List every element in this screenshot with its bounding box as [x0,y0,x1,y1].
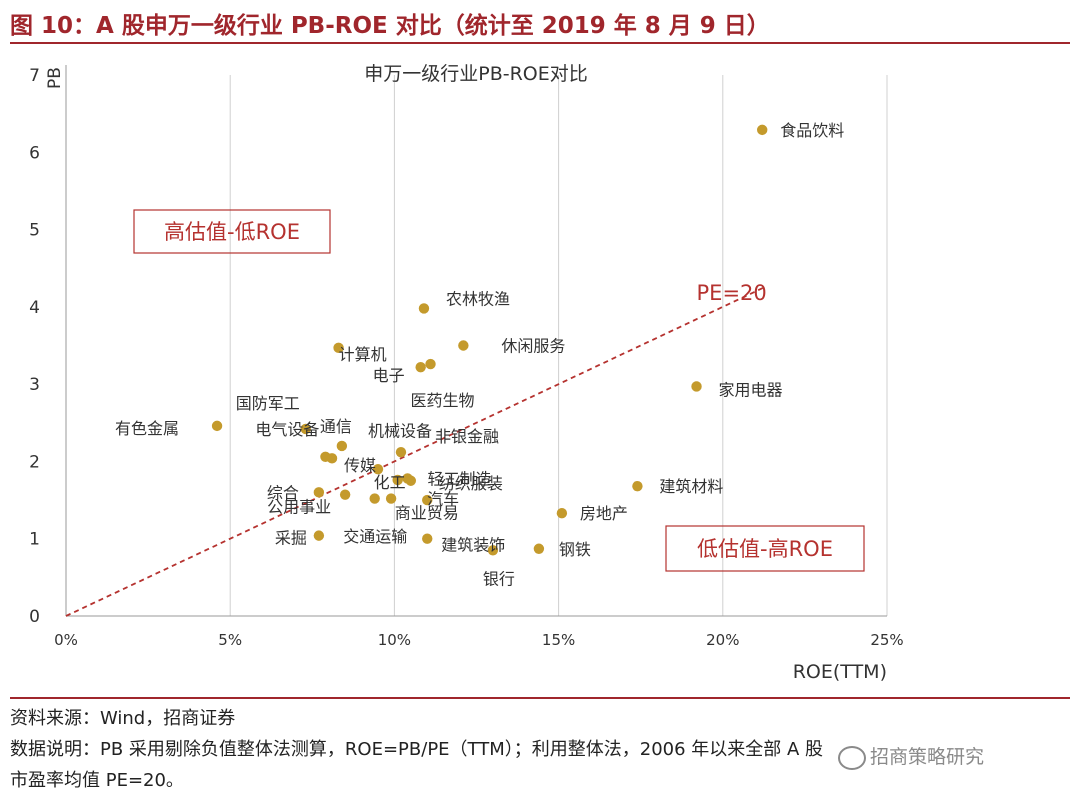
x-axis-title: ROE(TTM) [793,661,887,683]
point-label: 电子 [373,366,405,385]
data-point [395,446,407,458]
point-label: 食品饮料 [780,121,844,140]
y-tick-label: 4 [29,298,40,318]
scatter-chart: 0% 5% 10% 15% 20% 25% 0 1 2 3 4 5 6 7 PB ROE(TTM) 申万一级行业… [29,63,904,683]
point-label: 房地产 [580,504,628,523]
axis-layer: 0% 5% 10% 15% 20% 25% 0 1 2 3 4 5 6 7 PB ROE(TTM) 申万一级行业… [29,63,904,683]
annotation-box-high-pb [133,209,331,254]
data-point [372,463,384,475]
y-tick-label: 0 [29,607,40,627]
data-point [211,420,223,432]
annotation-layer: 高估值-低ROE 低估值-高ROE [133,209,865,572]
data-point [418,303,430,314]
x-tick-label: 5% [218,631,242,649]
watermark: 招商策略研究 [838,742,984,770]
point-label: 医药生物 [411,391,475,410]
point-label: 公用事业 [267,498,331,517]
data-point [313,530,325,541]
x-tick-label: 25% [870,631,903,649]
data-point [533,543,545,554]
point-label: 休闲服务 [501,337,565,356]
source-note: 资料来源：Wind，招商证券 [10,708,236,729]
reference-layer: PE=20 [65,281,767,617]
point-label: 计算机 [339,345,387,364]
data-note-line1: 数据说明：PB 采用剔除负值整体法测算，ROE=PB/PE（TTM）；利用整体法… [10,739,824,760]
point-label: 汽车 [427,490,459,509]
x-tick-label: 15% [542,631,575,649]
point-label: 钢铁 [559,540,591,559]
pe-reference-line [65,285,766,617]
point-label: 农林牧渔 [446,289,510,308]
y-axis-title: PB [45,67,65,89]
point-label: 轻工制造 [428,469,492,488]
point-label: 通信 [320,417,352,436]
point-label: 银行 [483,569,515,588]
y-tick-label: 7 [29,66,40,86]
point-label: 建筑装饰 [441,536,505,555]
y-tick-label: 3 [29,375,40,395]
point-label: 有色金属 [115,419,179,438]
figure-title: 图 10：A 股申万一级行业 PB-ROE 对比（统计至 2019 年 8 月 … [10,13,770,39]
y-tick-label: 6 [29,143,40,163]
pe-reference-label: PE=20 [697,281,767,305]
data-point [333,342,344,354]
data-point [422,494,433,506]
point-label: 交通运输 [343,527,407,546]
data-point [369,493,380,504]
annotation-box-low-pb [665,525,865,572]
data-point [425,358,436,370]
point-label: 纺织服装 [439,474,503,493]
data-point [326,453,338,464]
annotation-low-pb-high-roe: 低估值-高ROE [697,537,833,561]
figure-header: 图 10：A 股申万一级行业 PB-ROE 对比（统计至 2019 年 8 月 … [0,0,1080,46]
point-label: 化工 [374,473,406,492]
data-point [422,533,433,544]
point-label: 商业贸易 [395,504,459,523]
chart-title: 申万一级行业PB-ROE对比 [364,63,588,85]
footer-rule [10,697,1070,699]
point-label: 建筑材料 [659,477,723,496]
point-layer [211,124,768,556]
point-label: 非银金融 [435,427,499,446]
data-point [632,480,643,492]
point-label: 家用电器 [719,380,783,399]
x-tick-label: 10% [378,631,411,649]
data-point [339,489,351,500]
data-point [487,545,499,556]
annotation-high-pb-low-roe: 高估值-低ROE [164,220,300,244]
watermark-text: 招商策略研究 [870,746,985,768]
point-label: 机械设备 [368,421,432,440]
data-point [691,381,702,392]
data-point [757,124,768,136]
x-tick-label: 20% [706,631,739,649]
y-tick-label: 5 [29,221,40,241]
wechat-icon [838,745,866,770]
data-point [313,487,325,498]
data-point [336,440,348,452]
point-label: 国防军工 [236,394,300,413]
data-point [405,475,417,486]
data-note-line2: 市盈率均值 PE=20。 [10,770,184,791]
data-point [392,474,403,486]
point-label: 采掘 [275,529,307,548]
data-point [385,493,397,504]
y-tick-label: 2 [29,452,40,472]
data-point [300,423,311,435]
point-label: 传媒 [344,456,376,475]
data-point [415,361,426,373]
y-tick-label: 1 [29,530,40,550]
data-point [556,508,568,519]
data-point [458,340,469,351]
x-tick-label: 0% [54,631,78,649]
title-rule [10,42,1070,44]
figure-footer: 资料来源：Wind，招商证券 数据说明：PB 采用剔除负值整体法测算，ROE=P… [10,703,1070,796]
point-label: 电气设备 [255,420,319,439]
point-label: 综合 [267,483,299,502]
